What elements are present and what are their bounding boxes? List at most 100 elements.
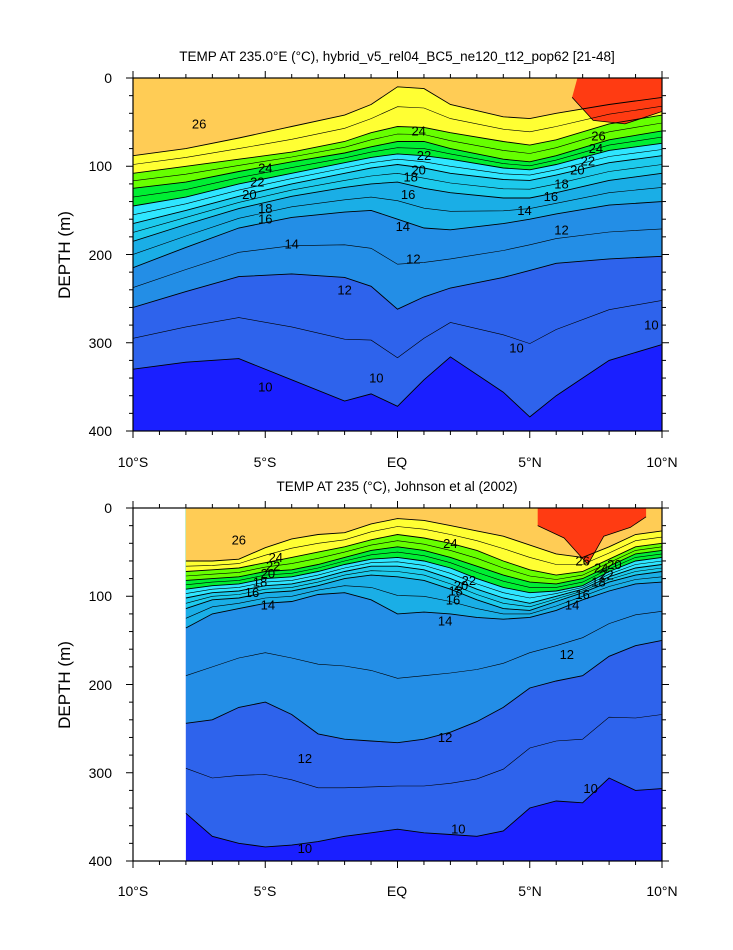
model-isotherm-14 bbox=[133, 201, 662, 269]
observation-isotherm-25 bbox=[185, 526, 662, 567]
observation-contour-label: 22 bbox=[266, 559, 280, 574]
observation-isotherm-17 bbox=[185, 567, 662, 608]
model-isotherm-16 bbox=[133, 172, 662, 242]
model-contour-label: 20 bbox=[411, 162, 425, 177]
model-contour-label: 24 bbox=[258, 161, 272, 176]
model-band-above-26 bbox=[133, 78, 662, 156]
observation-contour-label: 10 bbox=[298, 841, 312, 856]
observation-isotherm-16 bbox=[185, 571, 662, 611]
observation-contour-label: 22 bbox=[599, 568, 613, 583]
model-contour-label: 18 bbox=[554, 176, 568, 191]
observation-contour-label: 22 bbox=[462, 573, 476, 588]
observation-xtick-label: EQ bbox=[387, 883, 407, 899]
model-contour-label: 10 bbox=[369, 371, 383, 386]
model-isotherm-15 bbox=[133, 187, 662, 255]
observation-contour-label: 26 bbox=[232, 532, 246, 547]
observation-contour-label: 14 bbox=[438, 614, 452, 629]
observation-contour-label: 10 bbox=[583, 781, 597, 796]
observation-xtick-label: 10°S bbox=[118, 883, 149, 899]
observation-isotherm-13 bbox=[185, 611, 662, 679]
model-contour-label: 26 bbox=[192, 116, 206, 131]
observation-ytick-label: 100 bbox=[89, 588, 113, 604]
model-isotherm-28 bbox=[571, 97, 662, 125]
model-contour-label: 22 bbox=[581, 154, 595, 169]
observation-isotherm-19 bbox=[185, 560, 662, 599]
observation-contour-label: 12 bbox=[438, 730, 452, 745]
observation-isotherm-23 bbox=[185, 540, 662, 580]
model-ytick-label: 0 bbox=[104, 70, 112, 86]
observation-axis-ticks bbox=[126, 501, 669, 868]
observation-xtick-label: 10°N bbox=[646, 883, 677, 899]
model-contour-label: 10 bbox=[258, 379, 272, 394]
model-contour-label: 12 bbox=[554, 222, 568, 237]
observation-contour-label: 20 bbox=[607, 557, 621, 572]
model-ytick-label: 200 bbox=[89, 247, 113, 263]
observation-isotherm-15 bbox=[185, 576, 662, 619]
model-xtick-label: 5°N bbox=[518, 454, 542, 470]
model-contour-fills bbox=[133, 78, 662, 431]
observation-ytick-label: 200 bbox=[89, 677, 113, 693]
observation-panel: TEMP AT 235 (°C), Johnson et al (2002) 2… bbox=[55, 479, 678, 899]
model-contour-label: 20 bbox=[570, 162, 584, 177]
observation-contour-label: 18 bbox=[591, 575, 605, 590]
model-isotherm-18 bbox=[133, 155, 662, 225]
model-contour-label: 16 bbox=[258, 212, 272, 227]
observation-isotherm-18 bbox=[185, 564, 662, 604]
model-contour-label: 16 bbox=[401, 187, 415, 202]
model-contour-label: 18 bbox=[403, 169, 417, 184]
observation-contour-label: 16 bbox=[245, 585, 259, 600]
observation-contour-label: 14 bbox=[565, 598, 579, 613]
model-contour-label: 14 bbox=[284, 236, 298, 251]
model-xtick-label: 10°S bbox=[118, 454, 149, 470]
model-contour-label: 26 bbox=[591, 129, 605, 144]
observation-isotherm-11 bbox=[185, 714, 662, 789]
model-isotherm-10 bbox=[133, 344, 662, 418]
observation-contour-label: 16 bbox=[446, 592, 460, 607]
observation-contour-label: 24 bbox=[269, 550, 283, 565]
observation-panel-title: TEMP AT 235 (°C), Johnson et al (2002) bbox=[276, 479, 517, 494]
model-panel-title: TEMP AT 235.0°E (°C), hybrid_v5_rel04_BC… bbox=[179, 49, 615, 64]
model-isotherm-22 bbox=[133, 130, 662, 189]
model-isotherm-24 bbox=[133, 114, 662, 174]
observation-contour-label: 20 bbox=[454, 578, 468, 593]
model-contour-label: 24 bbox=[589, 141, 603, 156]
model-contour-label: 14 bbox=[517, 203, 531, 218]
model-isotherm-19 bbox=[133, 149, 662, 216]
observation-isotherm-12 bbox=[185, 639, 662, 744]
observation-isotherm-10 bbox=[185, 777, 662, 848]
model-isotherm-12 bbox=[133, 255, 662, 310]
model-ytick-label: 400 bbox=[89, 423, 113, 439]
model-contour-lines bbox=[133, 86, 662, 418]
model-isotherm-17 bbox=[133, 164, 662, 233]
model-contour-label: 18 bbox=[258, 201, 272, 216]
model-axis-ticks bbox=[126, 71, 669, 438]
observation-isotherm-24 bbox=[185, 534, 662, 576]
model-contour-label: 14 bbox=[396, 219, 410, 234]
model-xtick-label: 10°N bbox=[646, 454, 677, 470]
model-ytick-label: 300 bbox=[89, 335, 113, 351]
observation-isotherm-26 bbox=[185, 518, 662, 562]
model-isotherm-20 bbox=[133, 142, 662, 207]
model-contour-label: 24 bbox=[411, 123, 425, 138]
observation-warm-core-above-28 bbox=[537, 508, 647, 565]
observation-contour-label: 24 bbox=[443, 536, 457, 551]
observation-ytick-label: 0 bbox=[104, 500, 112, 516]
observation-contour-label: 24 bbox=[594, 561, 608, 576]
model-isotherm-23 bbox=[133, 122, 662, 182]
observation-contour-label: 18 bbox=[448, 584, 462, 599]
observation-isotherm-20 bbox=[185, 556, 662, 594]
model-isotherm-13 bbox=[133, 228, 662, 288]
model-xtick-label: 5°S bbox=[254, 454, 277, 470]
observation-contour-label: 12 bbox=[298, 751, 312, 766]
observation-isotherm-21 bbox=[185, 551, 662, 588]
observation-ytick-label: 300 bbox=[89, 765, 113, 781]
model-ytick-label: 100 bbox=[89, 158, 113, 174]
model-isotherm-26 bbox=[133, 86, 662, 157]
observation-contour-label: 20 bbox=[261, 566, 275, 581]
observation-contour-lines bbox=[185, 516, 662, 848]
observation-y-axis-label: DEPTH (m) bbox=[55, 641, 74, 729]
model-isotherm-25 bbox=[133, 105, 662, 165]
observation-contour-label: 16 bbox=[575, 587, 589, 602]
observation-contour-label: 12 bbox=[560, 647, 574, 662]
